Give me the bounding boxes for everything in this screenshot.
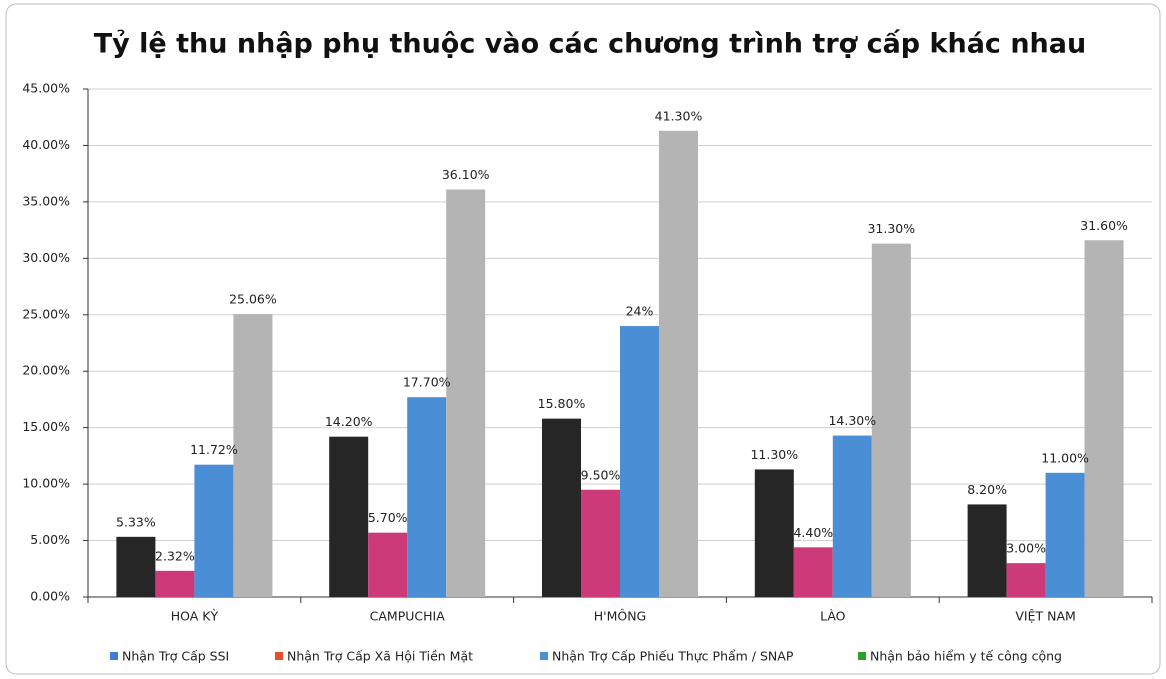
data-label: 9.50% — [581, 467, 621, 482]
bar — [1084, 240, 1124, 597]
data-label: 14.20% — [325, 414, 373, 429]
data-label: 11.00% — [1041, 450, 1089, 465]
bar — [368, 532, 408, 597]
y-tick-label: 45.00% — [22, 81, 70, 96]
y-tick-label: 20.00% — [22, 363, 70, 378]
data-label: 36.10% — [442, 167, 490, 182]
bar — [542, 418, 581, 597]
legend-swatch — [110, 652, 118, 660]
data-label: 5.33% — [116, 514, 156, 529]
bar — [407, 397, 447, 597]
legend-swatch — [275, 652, 283, 660]
data-label: 11.30% — [750, 447, 798, 462]
data-label: 24% — [626, 304, 654, 319]
bar — [832, 435, 872, 597]
x-tick-label: CAMPUCHIA — [370, 609, 446, 624]
bar — [155, 570, 195, 597]
bar — [1006, 563, 1046, 597]
legend-label: Nhận Trợ Cấp Phiếu Thực Phẩm / SNAP — [552, 649, 794, 664]
y-tick-label: 25.00% — [22, 306, 70, 321]
legend-label: Nhận bảo hiểm y tế công cộng — [870, 649, 1062, 664]
y-tick-label: 15.00% — [22, 419, 70, 434]
y-tick-label: 30.00% — [22, 250, 70, 265]
bar — [1045, 472, 1085, 597]
data-label: 41.30% — [655, 108, 703, 123]
bar — [446, 189, 486, 597]
legend-label: Nhận Trợ Cấp SSI — [122, 649, 229, 664]
y-tick-label: 5.00% — [30, 532, 70, 547]
data-label: 3.00% — [1006, 541, 1046, 556]
data-label: 31.30% — [867, 221, 915, 236]
bar — [659, 130, 698, 597]
legend-swatch — [858, 652, 866, 660]
y-tick-label: 10.00% — [22, 476, 70, 491]
bar — [329, 436, 369, 597]
data-label: 25.06% — [229, 292, 277, 307]
data-label: 11.72% — [190, 442, 238, 457]
x-tick-label: LÀO — [820, 609, 846, 624]
data-label: 15.80% — [538, 396, 586, 411]
bar — [194, 464, 234, 597]
data-label: 5.70% — [368, 510, 408, 525]
bar — [967, 504, 1007, 597]
data-label: 31.60% — [1080, 218, 1128, 233]
y-tick-label: 35.00% — [22, 193, 70, 208]
data-label: 2.32% — [155, 548, 195, 563]
bar — [620, 326, 659, 597]
bar — [793, 547, 833, 597]
x-tick-label: VIỆT NAM — [1015, 609, 1075, 624]
x-tick-label: H'MÔNG — [594, 609, 647, 624]
y-tick-label: 40.00% — [22, 137, 70, 152]
data-label: 14.30% — [828, 413, 876, 428]
data-label: 17.70% — [403, 375, 451, 390]
bar — [754, 469, 794, 597]
legend-label: Nhận Trợ Cấp Xã Hội Tiền Mặt — [287, 649, 473, 664]
bar — [233, 314, 273, 597]
data-label: 4.40% — [793, 525, 833, 540]
legend-swatch — [540, 652, 548, 660]
bar — [581, 489, 620, 597]
data-label: 8.20% — [967, 482, 1007, 497]
chart-title: Tỷ lệ thu nhập phụ thuộc vào các chương … — [94, 29, 1086, 60]
bar — [116, 536, 156, 597]
x-tick-label: HOA KỲ — [171, 609, 219, 624]
bar — [871, 243, 911, 597]
y-tick-label: 0.00% — [30, 589, 70, 604]
